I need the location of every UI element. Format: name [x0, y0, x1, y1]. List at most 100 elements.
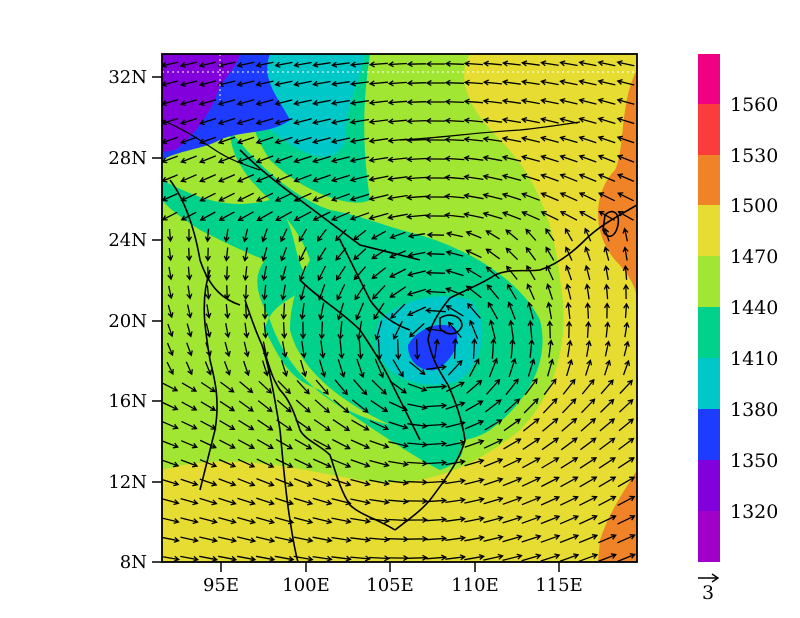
wind-vector-arrow	[236, 117, 255, 126]
wind-vector-arrow	[622, 283, 630, 300]
wind-vector-arrow	[504, 398, 521, 414]
wind-vector-arrow	[483, 515, 504, 524]
wind-vector-arrow	[464, 477, 485, 486]
border-laos-vietnam	[339, 239, 411, 331]
lon-label-105E: 105E	[366, 575, 414, 596]
wind-vector-arrow	[349, 99, 369, 106]
wind-vector-arrow	[312, 458, 333, 469]
wind-vector-arrow	[523, 398, 539, 414]
wind-vector-arrow	[578, 173, 597, 183]
wind-vector-arrow	[559, 97, 578, 105]
wind-vector-arrow	[540, 514, 561, 525]
wind-vector-arrow	[372, 284, 386, 300]
wind-vector-arrow	[330, 137, 351, 145]
wind-vector-arrow	[406, 118, 427, 125]
colorbar-swatch	[698, 104, 720, 155]
wind-vector-arrow	[444, 174, 465, 181]
wind-vector-arrow	[318, 302, 325, 321]
wind-vector-arrow	[528, 338, 535, 358]
colorbar-swatch	[698, 511, 720, 562]
border-indochina	[299, 279, 421, 441]
lat-label-24N: 24N	[108, 230, 147, 251]
wind-vector-arrow	[280, 265, 287, 282]
wind-vector-arrow	[426, 516, 448, 523]
colorbar-swatch	[698, 460, 720, 511]
wind-vector-arrow	[520, 154, 540, 163]
wind-vector-arrow	[315, 379, 329, 395]
wind-vector-arrow	[388, 421, 409, 430]
wind-vector-arrow	[293, 516, 314, 525]
wind-vector-arrow	[406, 99, 427, 106]
wind-vector-arrow	[521, 534, 542, 543]
wind-vector-arrow	[463, 79, 483, 86]
wind-vector-arrow	[603, 227, 610, 242]
wind-vector-arrow	[597, 173, 616, 182]
wind-vector-arrow	[502, 534, 523, 543]
wind-vector-arrow	[351, 399, 369, 413]
colorbar-swatch	[698, 155, 720, 205]
wind-vector-arrow	[180, 155, 197, 164]
wind-vector-arrow	[162, 440, 179, 449]
wind-vector-arrow	[276, 399, 292, 413]
border-india-myanmar	[169, 179, 241, 306]
wind-vector-arrow	[217, 136, 236, 145]
wind-vector-arrow	[584, 283, 591, 300]
wind-vector-arrow	[180, 497, 199, 506]
wind-vector-arrow	[257, 400, 273, 413]
wind-vector-arrow	[463, 211, 484, 219]
wind-vector-arrow	[256, 439, 274, 450]
wind-vector-arrow	[179, 61, 198, 68]
wind-vector-arrow	[468, 319, 479, 340]
wind-vector-arrow	[482, 79, 502, 86]
wind-vector-arrow	[205, 342, 212, 357]
wind-vector-arrow	[598, 192, 616, 202]
wind-vector-arrow	[353, 379, 368, 396]
wind-vector-arrow	[407, 516, 429, 524]
colorbar-label-1440: 1440	[730, 297, 778, 319]
wind-vector-arrow	[312, 99, 331, 106]
wind-vector-arrow	[298, 247, 307, 262]
wind-vector-arrow	[464, 419, 485, 430]
wind-vector-arrow	[376, 339, 383, 361]
wind-vector-arrow	[312, 555, 333, 562]
lat-label-12N: 12N	[108, 472, 147, 493]
wind-vector-arrow	[388, 441, 409, 449]
wind-vector-arrow	[617, 495, 636, 506]
wind-vector-arrow	[464, 534, 485, 542]
wind-vector-arrow	[502, 60, 521, 67]
wind-vector-arrow	[243, 303, 250, 320]
wind-vector-arrow	[561, 417, 578, 432]
wind-vector-arrow	[277, 380, 292, 395]
lat-tick: 20N	[108, 311, 162, 332]
wind-vector-arrow	[484, 399, 502, 413]
wind-vector-arrow	[426, 535, 448, 542]
wind-vector-arrow	[369, 498, 390, 505]
wind-vector-arrow	[559, 135, 578, 144]
plot-frame	[161, 53, 638, 563]
wind-vector-arrow	[350, 517, 371, 524]
wind-vector-arrow	[293, 61, 312, 68]
wind-vector-arrow	[371, 267, 387, 280]
wind-vector-arrow	[368, 80, 388, 87]
wind-vector-arrow	[585, 320, 592, 338]
wind-vector-arrow	[387, 61, 407, 68]
wind-vector-arrow	[616, 97, 635, 105]
wind-vector-arrow	[521, 211, 540, 221]
wind-vector-arrow	[280, 228, 288, 243]
wind-vector-arrow	[390, 303, 406, 319]
wind-vector-arrow	[505, 265, 518, 280]
wind-vector-arrow	[445, 516, 466, 523]
wind-vector-arrow	[483, 477, 504, 486]
wind-vector-arrow	[204, 228, 211, 243]
wind-vector-arrow	[388, 460, 409, 468]
wind-vector-arrow	[331, 61, 350, 68]
wind-vector-arrow	[505, 229, 519, 241]
wind-vector-arrow	[223, 247, 230, 262]
wind-vector-arrow	[281, 341, 288, 359]
wind-vector-arrow	[350, 439, 371, 450]
wind-vector-arrow	[374, 320, 383, 341]
wind-vector-arrow	[255, 80, 274, 88]
wind-vector-arrow	[331, 536, 352, 543]
wind-vector-arrow	[300, 340, 307, 359]
wind-vector-arrow	[445, 458, 466, 466]
